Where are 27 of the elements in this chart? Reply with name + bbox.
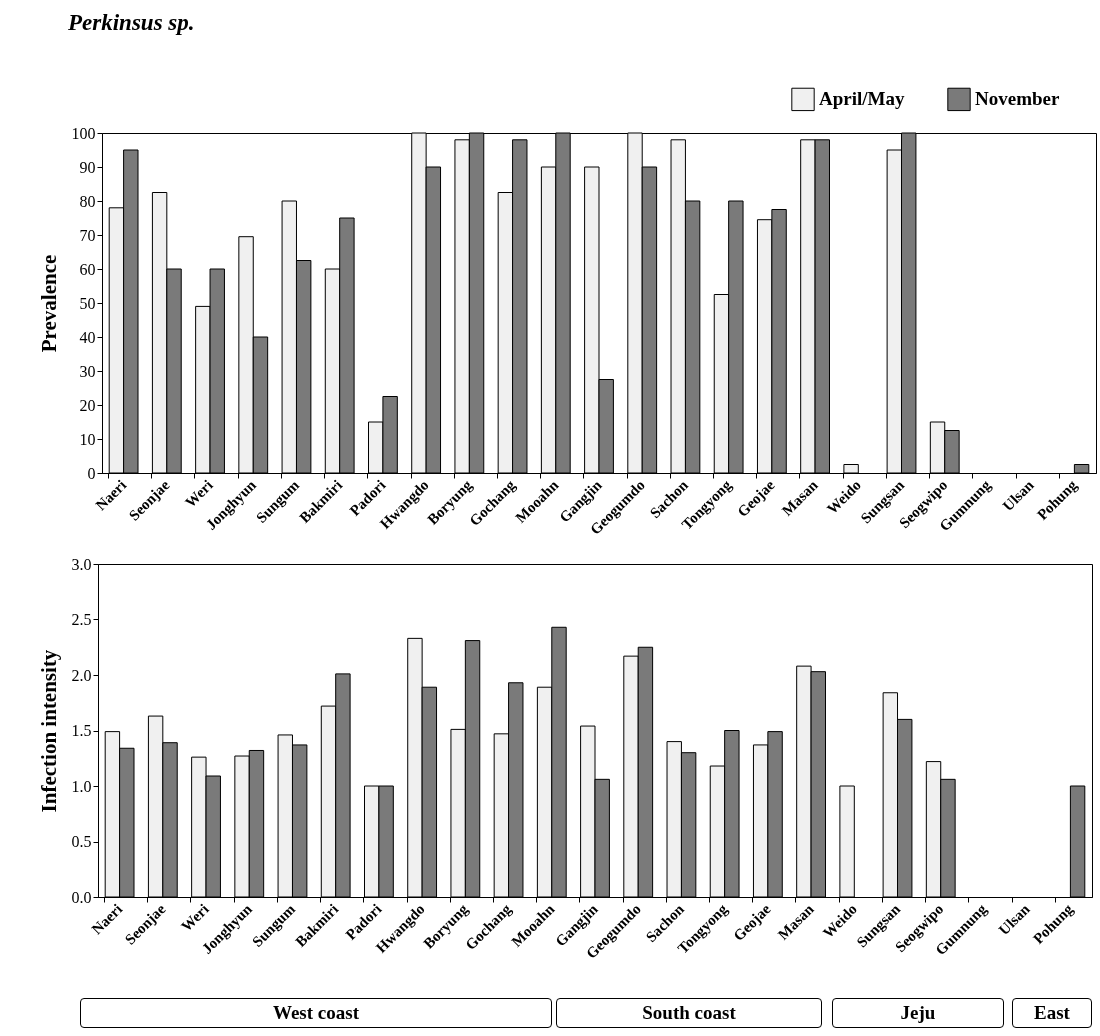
chart-title: Perkinsus sp. xyxy=(67,10,195,35)
label-frame: West coast xyxy=(80,998,552,1028)
y-tick-label: 100 xyxy=(71,124,96,142)
y-tick-label: 3.0 xyxy=(71,555,92,573)
y-tick-label: 30 xyxy=(79,362,96,380)
y-tick-label: 0.0 xyxy=(71,888,92,906)
label-frame: South coast xyxy=(556,998,822,1028)
y-tick-label: 1.5 xyxy=(71,722,92,739)
y-tick-label: 2.0 xyxy=(71,666,92,684)
y-tick-label: 80 xyxy=(79,192,96,210)
y-tick-label: 1.0 xyxy=(71,777,92,795)
label-frame: East xyxy=(1012,998,1092,1028)
y-tick-label: 10 xyxy=(79,430,96,448)
y-tick-label: 2.5 xyxy=(71,611,92,628)
y-tick-label: 50 xyxy=(79,294,96,312)
y-tick-label: 0 xyxy=(87,464,96,482)
y-tick-label: 90 xyxy=(79,158,96,176)
y-tick-label: 40 xyxy=(79,328,96,346)
y-tick-label: 60 xyxy=(79,260,96,278)
y-tick-label: 70 xyxy=(79,226,96,244)
y-axis-title: Prevalence xyxy=(36,254,61,353)
label-frame: Jeju xyxy=(832,998,1004,1028)
legend-label: November xyxy=(975,88,1060,110)
y-axis-title: Infection intensity xyxy=(36,649,61,813)
y-tick-label: 20 xyxy=(79,396,96,414)
y-tick-label: 0.5 xyxy=(71,833,92,850)
legend-label: April/May xyxy=(819,88,905,110)
